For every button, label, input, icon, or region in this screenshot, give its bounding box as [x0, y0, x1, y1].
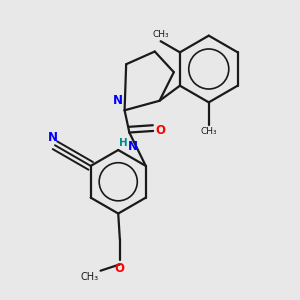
Text: H: H — [119, 138, 128, 148]
Text: O: O — [115, 262, 125, 275]
Text: N: N — [48, 130, 59, 144]
Text: N: N — [113, 94, 123, 107]
Text: O: O — [156, 124, 166, 137]
Text: N: N — [128, 140, 138, 153]
Text: CH₃: CH₃ — [200, 127, 217, 136]
Text: CH₃: CH₃ — [81, 272, 99, 282]
Text: CH₃: CH₃ — [152, 30, 169, 39]
